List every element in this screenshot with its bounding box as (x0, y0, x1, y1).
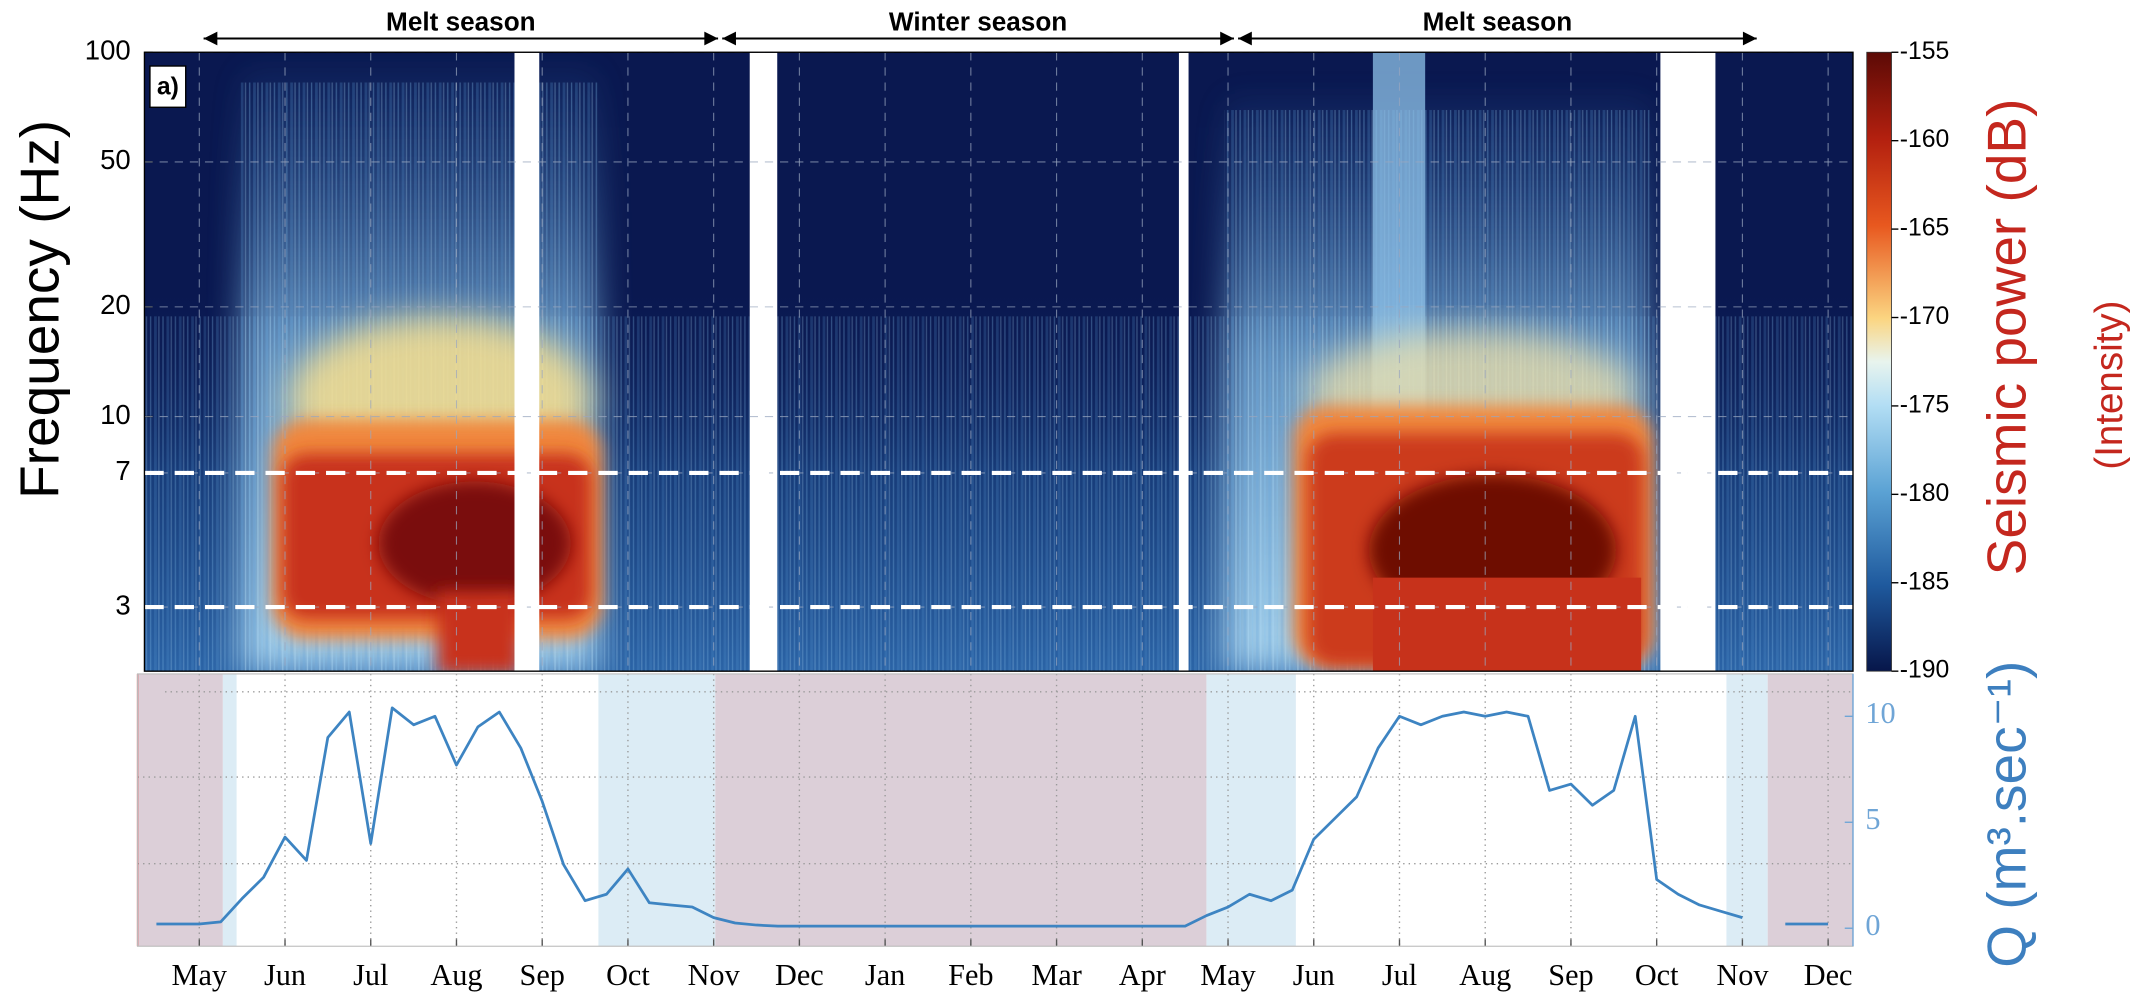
x-tick-label: Dec (1804, 958, 1853, 992)
x-tick-label: Sep (520, 958, 565, 992)
x-tick-label: May (172, 958, 227, 992)
y-tick-label: 3 (115, 589, 130, 620)
x-tick-label: Aug (1459, 958, 1511, 992)
y-tick-label: 5 (1865, 802, 1880, 836)
x-tick-label: Mar (1031, 958, 1081, 992)
x-tick-label: Jun (264, 958, 306, 992)
y-tick-label: 10 (100, 399, 131, 430)
x-tick-label: May (1200, 958, 1255, 992)
y-tick-label: 7 (115, 455, 130, 486)
y-tick-label: 100 (85, 35, 131, 66)
season-label: Melt season (1423, 6, 1573, 36)
y-tick-label: 10 (1865, 696, 1895, 730)
x-tick-label: Nov (1716, 958, 1769, 992)
colorbar-tick-label: -190 (1900, 657, 1950, 684)
y-tick-label: 50 (100, 144, 131, 175)
colorbar-tick-label: -160 (1900, 126, 1950, 153)
colorbar-tick-label: -155 (1900, 38, 1950, 65)
x-tick-label: Jul (353, 958, 388, 992)
y-axis-title: Frequency (Hz) (9, 120, 71, 499)
panel-label: a) (157, 74, 179, 101)
colorbar-tick-label: -165 (1900, 215, 1950, 242)
colorbar-title: Seismic power (dB) (1976, 99, 2038, 576)
colorbar-tick-label: -170 (1900, 303, 1950, 330)
season-shading (138, 674, 1853, 946)
x-tick-label: Aug (430, 958, 482, 992)
x-tick-label: Feb (948, 958, 993, 992)
colorbar-subtitle: (Intensity) (2088, 301, 2131, 470)
x-tick-label: Nov (688, 958, 741, 992)
season-label: Melt season (386, 6, 536, 36)
y-tick-label: 20 (100, 289, 131, 320)
colorbar-tick-label: -185 (1900, 568, 1950, 595)
x-tick-label: Jul (1382, 958, 1417, 992)
x-tick-label: Jan (865, 958, 905, 992)
x-tick-label: Oct (606, 958, 650, 992)
page: Frequency (Hz) Seismic power (dB) (Inten… (0, 0, 2146, 993)
y-tick-label: 0 (1865, 908, 1880, 942)
figure: Frequency (Hz) Seismic power (dB) (Inten… (0, 0, 2146, 993)
colorbar (1867, 52, 1892, 671)
x-tick-label: Jun (1293, 958, 1335, 992)
x-tick-label: Dec (775, 958, 824, 992)
x-tick-label: Apr (1119, 958, 1166, 992)
season-label: Winter season (889, 6, 1067, 36)
spectrogram-image (144, 52, 1853, 674)
q-axis-title: Q (m³.sec⁻¹) (1976, 661, 2038, 968)
colorbar-tick-label: -180 (1900, 480, 1950, 507)
x-tick-label: Oct (1635, 958, 1679, 992)
colorbar-tick-label: -175 (1900, 391, 1950, 418)
x-tick-label: Sep (1548, 958, 1593, 992)
